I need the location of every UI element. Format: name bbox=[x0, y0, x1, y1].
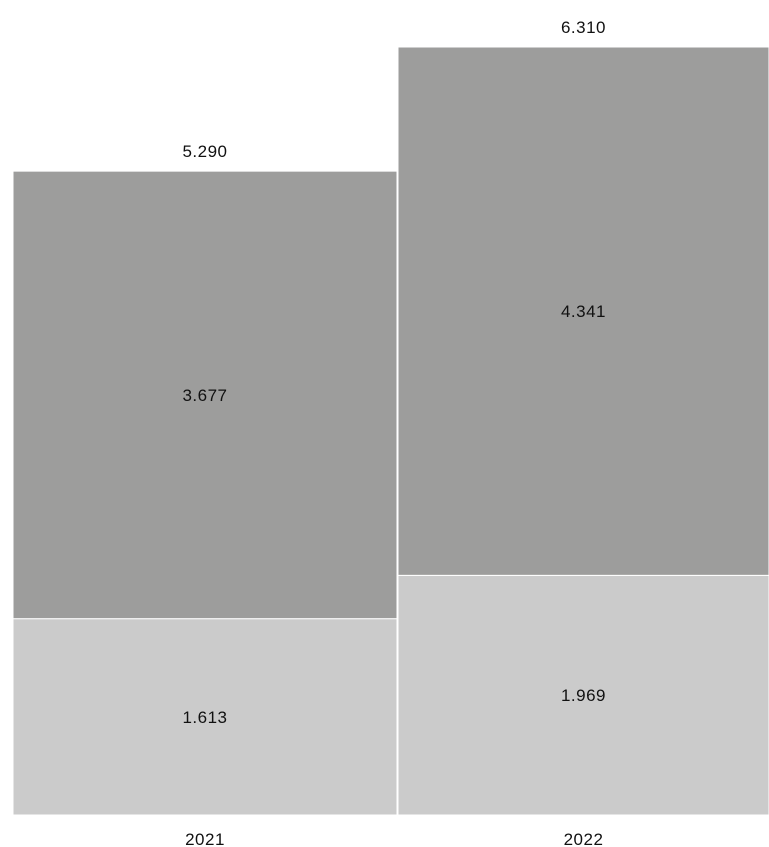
data-label-2022-s1: 1.969 bbox=[561, 686, 606, 705]
bars-group bbox=[12, 46, 769, 816]
data-label-2021-s1: 1.613 bbox=[182, 708, 227, 727]
labels-group: 1.613 3.677 5.290 2021 1.969 4.341 6.310 2022 bbox=[182, 18, 606, 847]
bar-segment-2022-s2 bbox=[397, 46, 769, 576]
bar-segment-2021-s1 bbox=[12, 618, 398, 816]
data-label-2022-s2: 4.341 bbox=[561, 302, 606, 321]
bar-segment-2021-s2 bbox=[12, 170, 398, 620]
bar-segment-2022-s1 bbox=[397, 574, 769, 816]
data-label-2021-s2: 3.677 bbox=[182, 386, 227, 405]
total-label-2022: 6.310 bbox=[561, 18, 606, 37]
x-tick-label-2021: 2021 bbox=[185, 830, 225, 847]
x-tick-label-2022: 2022 bbox=[564, 830, 604, 847]
total-label-2021: 5.290 bbox=[182, 142, 227, 161]
